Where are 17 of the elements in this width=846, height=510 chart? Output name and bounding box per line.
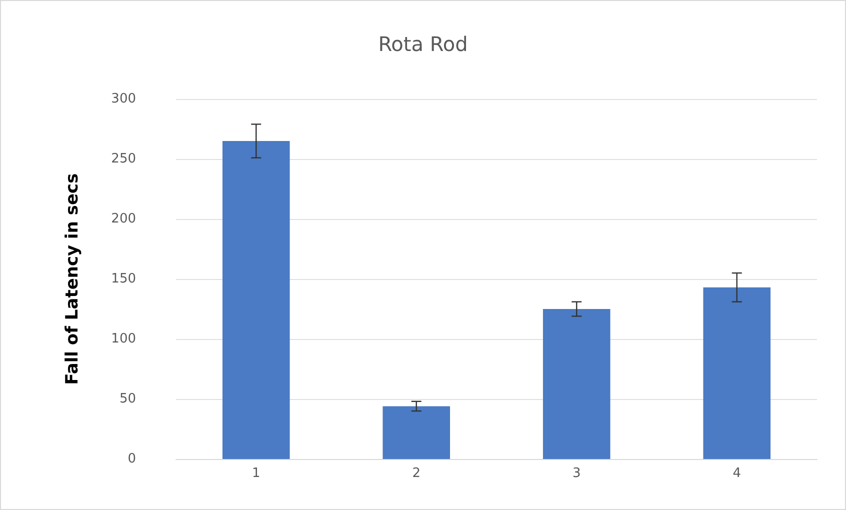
x-tick-label: 3 [572,466,581,481]
y-tick-label: 0 [128,452,136,466]
y-tick-label: 300 [111,92,136,106]
y-tick-label: 100 [111,332,136,346]
y-tick-label: 50 [119,392,136,406]
bar [382,406,450,459]
y-tick-label: 250 [111,152,136,166]
x-tick-label: 1 [252,466,260,481]
y-tick-label: 200 [111,212,136,226]
chart-title: Rota Rod [378,32,468,56]
bar [703,287,771,459]
bar [222,141,290,459]
bar [542,309,610,459]
y-tick-label: 150 [111,272,136,286]
x-tick-label: 2 [412,466,421,481]
x-tick-label: 4 [732,466,742,481]
y-axis-title: Fall of Latency in secs [62,173,82,385]
